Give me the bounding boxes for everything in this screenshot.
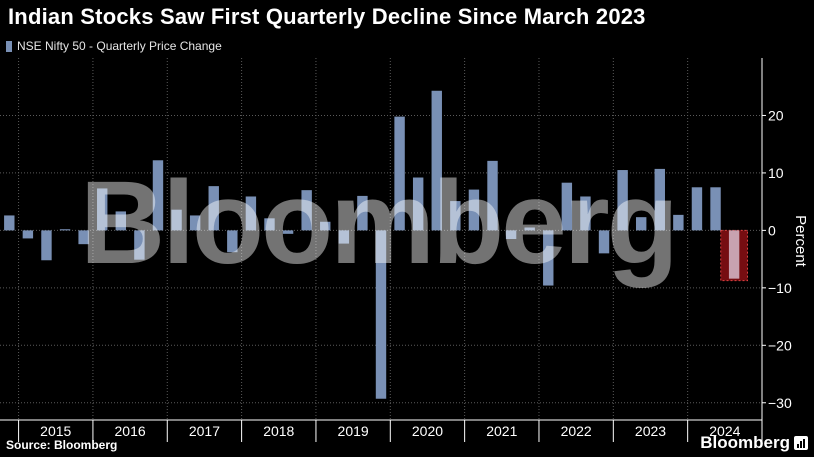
bar-2018Q4 [301,190,312,231]
bar-2017Q2 [189,215,201,231]
bar-2018Q1 [245,196,257,231]
bar-2024Q1 [691,187,703,231]
bar-2016Q3 [134,230,145,260]
bar-2021Q2 [487,160,498,231]
bar-2016Q4 [152,160,164,231]
bar-2015Q4 [78,230,89,245]
x-tick-label: 2016 [115,423,146,439]
bar-2018Q2 [264,218,275,231]
bar-2022Q2 [561,182,573,231]
bar-2016Q1 [97,188,108,231]
bar-2022Q4 [598,230,610,254]
legend-swatch [6,40,12,52]
bar-2019Q2 [338,230,350,244]
bar-2019Q1 [320,221,331,231]
bar-2024Q3 [728,230,740,279]
bar-2024Q2 [710,187,721,231]
bar-2021Q1 [468,189,480,231]
x-tick-label: 2018 [263,423,294,439]
bar-2023Q4 [673,214,684,231]
x-tick-label: 2017 [189,423,220,439]
bar-2017Q1 [171,209,182,231]
bar-2017Q4 [227,230,238,253]
x-tick-label: 2020 [412,423,443,439]
bar-2022Q3 [580,196,591,231]
y-tick-label: 10 [768,165,784,181]
bar-2016Q2 [115,211,127,231]
y-axis-title: Percent [792,215,809,268]
bar-2014Q4 [4,215,15,231]
x-tick-label: 2019 [338,423,369,439]
legend-label: NSE Nifty 50 - Quarterly Price Change [17,39,222,53]
bar-2021Q3 [505,230,517,239]
x-tick-label: 2021 [486,423,517,439]
y-tick-label: −10 [768,280,792,296]
y-axis: −30 −20 −10 0 10 20 [761,58,792,442]
gridlines [0,58,763,420]
bar-2020Q3 [431,90,442,231]
bar-2017Q3 [208,186,219,231]
bar-2019Q4 [375,230,387,399]
bar-2015Q3 [59,229,71,231]
bar-2020Q1 [394,116,405,231]
bar-2023Q3 [654,168,665,231]
y-tick-label: −30 [768,395,792,411]
bar-2018Q3 [282,230,294,234]
source-note: Source: Bloomberg [6,438,118,452]
y-tick-label: 20 [768,107,784,123]
x-tick-label: 2024 [709,423,740,439]
bar-2019Q3 [357,195,368,231]
bar-2023Q2 [635,217,647,231]
bar-2015Q2 [41,230,52,261]
bar-2021Q4 [524,227,535,231]
brand-name: Bloomberg [700,433,790,452]
bar-2020Q2 [412,177,424,231]
bar-2023Q1 [617,170,628,231]
bar-chart-icon [794,436,808,450]
x-axis: 2015 2016 2017 2018 2019 2020 2021 2022 2023 2024 [0,419,763,442]
bar-2015Q1 [22,230,34,239]
x-tick-label: 2023 [635,423,666,439]
x-tick-label: 2022 [561,423,592,439]
x-tick-label: 2015 [40,423,71,439]
brand: Bloomberg [700,433,808,453]
bars [4,90,740,399]
y-tick-label: −20 [768,337,792,353]
legend: NSE Nifty 50 - Quarterly Price Change [6,39,222,53]
y-tick-label: 0 [768,222,776,238]
bar-2020Q4 [450,201,461,231]
chart-title: Indian Stocks Saw First Quarterly Declin… [8,4,646,29]
bar-2022Q1 [543,230,554,286]
